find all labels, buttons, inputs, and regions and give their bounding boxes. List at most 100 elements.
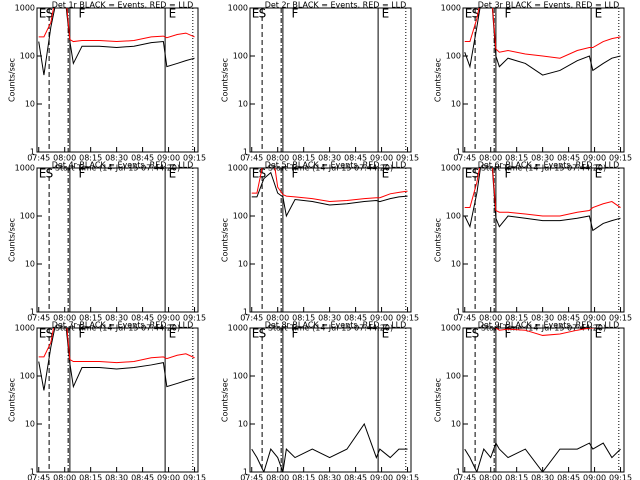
event-label: F [505,7,512,21]
x-tick-label: 08:15 [505,474,528,480]
x-tick-label: 08:15 [505,314,528,323]
y-tick-label: 10 [451,100,461,109]
y-tick-label: 100 [20,212,35,221]
plot-frame [462,167,625,313]
x-tick-label: 08:30 [531,154,554,163]
y-tick-label: 1000 [15,324,35,333]
event-label: S [472,327,480,341]
plot-frame [249,167,412,313]
y-tick-label: 1000 [15,164,35,173]
event-label: E [465,167,473,181]
x-tick-label: 09:00 [157,314,180,323]
series-line [464,441,621,472]
event-label: S [46,327,54,341]
event-label: S [259,7,267,21]
y-axis-label: Counts/sec [8,58,17,102]
y-tick-label: 1 [456,308,461,317]
series-line [38,328,195,391]
event-label: E [252,7,260,21]
x-tick-label: 09:15 [609,474,632,480]
chart-title: Det 1r BLACK = Events, RED = LLD [52,1,194,10]
y-tick-label: 1 [243,308,248,317]
chart-title: Det 7r BLACK = Events, RED = LLD [52,321,194,330]
y-tick-label: 1000 [15,4,35,13]
x-tick-label: 08:15 [79,474,102,480]
event-label: E [169,7,177,21]
x-tick-label: 08:30 [531,474,554,480]
event-label: E [595,167,603,181]
y-tick-label: 100 [446,372,461,381]
y-axis-label: Counts/sec [221,378,230,422]
event-label: F [79,327,86,341]
event-label: E [382,327,390,341]
x-tick-label: 08:15 [292,314,315,323]
x-tick-label: 08:45 [131,314,154,323]
series-line [38,8,195,43]
series-line [251,168,408,203]
x-tick-label: 08:45 [344,474,367,480]
event-label: E [465,7,473,21]
x-tick-label: 09:15 [609,154,632,163]
x-tick-label: 09:15 [183,314,206,323]
x-tick-label: 07:45 [240,154,263,163]
y-tick-label: 10 [238,260,248,269]
y-tick-label: 10 [238,420,248,429]
y-tick-label: 10 [25,100,35,109]
x-tick-label: 08:45 [131,154,154,163]
x-tick-label: 08:30 [531,314,554,323]
x-tick-label: 08:30 [318,474,341,480]
plot-frame [36,327,199,473]
y-tick-label: 10 [451,260,461,269]
series-line [251,422,408,472]
x-tick-label: 08:45 [344,314,367,323]
x-tick-label: 09:15 [396,474,419,480]
x-tick-label: 09:15 [396,154,419,163]
y-tick-label: 1 [243,468,248,477]
series-line [38,328,195,364]
x-tick-label: 09:15 [183,154,206,163]
plot-frame [462,327,625,473]
y-tick-label: 1000 [441,324,461,333]
plot-frame [249,327,412,473]
chart-title: Det 6r BLACK = Events, RED = LLD [478,161,620,170]
event-label: E [39,7,47,21]
event-label: E [382,167,390,181]
y-axis-label: Counts/sec [8,218,17,262]
event-label: S [259,167,267,181]
x-tick-label: 09:00 [157,154,180,163]
y-tick-label: 10 [25,420,35,429]
y-tick-label: 1 [243,148,248,157]
x-tick-label: 08:45 [557,154,580,163]
y-axis-label: Counts/sec [221,58,230,102]
y-tick-label: 100 [20,52,35,61]
x-tick-label: 07:45 [27,314,50,323]
y-axis-label: Counts/sec [221,218,230,262]
event-label: E [595,7,603,21]
x-tick-label: 09:15 [609,314,632,323]
y-tick-label: 1 [456,468,461,477]
event-label: S [259,327,267,341]
x-tick-label: 09:00 [157,474,180,480]
x-tick-label: 08:15 [505,154,528,163]
x-tick-label: 08:30 [318,154,341,163]
y-axis-label: Counts/sec [8,378,17,422]
chart-title: Det 9r BLACK = Events, RED = LLD [478,321,620,330]
x-tick-label: 08:00 [479,474,502,480]
x-tick-label: 08:15 [292,154,315,163]
x-tick-label: 08:00 [266,154,289,163]
series-line [464,168,621,232]
series-line [464,8,621,59]
y-axis-label: Counts/sec [434,218,443,262]
y-tick-label: 100 [233,212,248,221]
x-tick-label: 08:15 [292,474,315,480]
y-tick-label: 10 [451,420,461,429]
event-label: E [39,167,47,181]
chart-title: Det 2r BLACK = Events, RED = LLD [265,1,407,10]
